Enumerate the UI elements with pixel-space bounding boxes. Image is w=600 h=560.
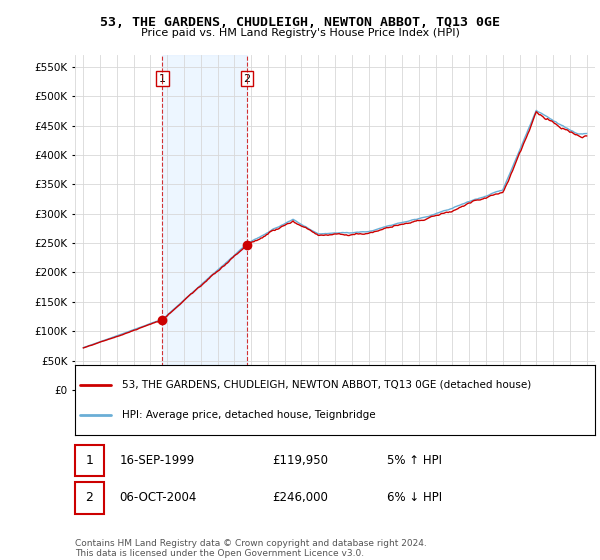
Text: Contains HM Land Registry data © Crown copyright and database right 2024.
This d: Contains HM Land Registry data © Crown c… bbox=[75, 539, 427, 558]
Text: 1: 1 bbox=[85, 454, 93, 466]
Text: 1: 1 bbox=[159, 73, 166, 83]
Text: 6% ↓ HPI: 6% ↓ HPI bbox=[387, 491, 442, 504]
Text: HPI: Average price, detached house, Teignbridge: HPI: Average price, detached house, Teig… bbox=[122, 410, 376, 421]
Text: £119,950: £119,950 bbox=[272, 454, 329, 466]
Text: Price paid vs. HM Land Registry's House Price Index (HPI): Price paid vs. HM Land Registry's House … bbox=[140, 28, 460, 38]
Text: 5% ↑ HPI: 5% ↑ HPI bbox=[387, 454, 442, 466]
Text: 2: 2 bbox=[244, 73, 251, 83]
Text: £246,000: £246,000 bbox=[272, 491, 328, 504]
Text: 2: 2 bbox=[85, 491, 93, 504]
Text: 53, THE GARDENS, CHUDLEIGH, NEWTON ABBOT, TQ13 0GE (detached house): 53, THE GARDENS, CHUDLEIGH, NEWTON ABBOT… bbox=[122, 380, 531, 390]
FancyBboxPatch shape bbox=[75, 445, 104, 476]
Bar bbox=[163, 55, 247, 390]
FancyBboxPatch shape bbox=[75, 482, 104, 514]
Text: 06-OCT-2004: 06-OCT-2004 bbox=[119, 491, 197, 504]
Text: 16-SEP-1999: 16-SEP-1999 bbox=[119, 454, 194, 466]
Text: 53, THE GARDENS, CHUDLEIGH, NEWTON ABBOT, TQ13 0GE: 53, THE GARDENS, CHUDLEIGH, NEWTON ABBOT… bbox=[100, 16, 500, 29]
